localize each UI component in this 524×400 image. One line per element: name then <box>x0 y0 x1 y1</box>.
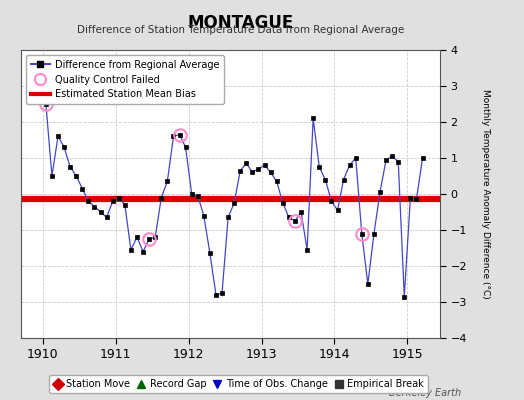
Y-axis label: Monthly Temperature Anomaly Difference (°C): Monthly Temperature Anomaly Difference (… <box>481 89 490 299</box>
Text: MONTAGUE: MONTAGUE <box>188 14 294 32</box>
Text: Berkeley Earth: Berkeley Earth <box>389 388 461 398</box>
Legend: Difference from Regional Average, Quality Control Failed, Estimated Station Mean: Difference from Regional Average, Qualit… <box>26 55 224 104</box>
Legend: Station Move, Record Gap, Time of Obs. Change, Empirical Break: Station Move, Record Gap, Time of Obs. C… <box>49 375 428 393</box>
Text: Difference of Station Temperature Data from Regional Average: Difference of Station Temperature Data f… <box>78 25 405 35</box>
